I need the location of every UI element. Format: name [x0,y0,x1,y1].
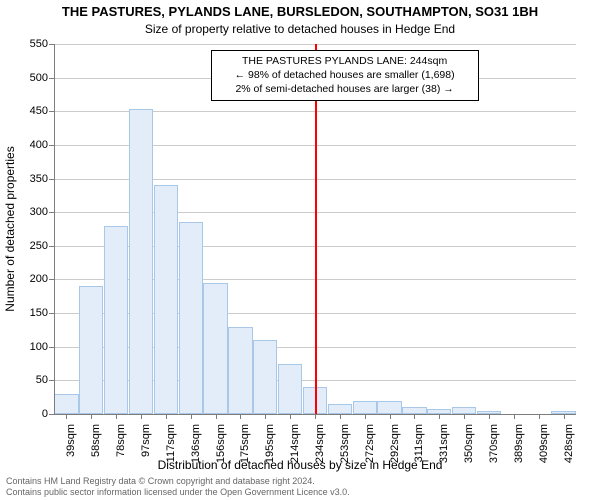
annotation-line-3: 2% of semi-detached houses are larger (3… [218,82,472,96]
histogram-bar [353,401,377,414]
ytick-label: 200 [30,273,48,285]
xtick-label: 311sqm [413,424,425,462]
histogram-bar [154,185,178,414]
annotation-box: THE PASTURES PYLANDS LANE: 244sqm← 98% o… [211,50,479,101]
plot-area: 05010015020025030035040045050055039sqm58… [54,44,576,414]
histogram-bar [104,226,128,414]
chart-title-main: THE PASTURES, PYLANDS LANE, BURSLEDON, S… [0,4,600,19]
histogram-bar [54,394,78,414]
ytick-label: 450 [30,105,48,117]
histogram-bar [203,283,227,414]
annotation-line-1: THE PASTURES PYLANDS LANE: 244sqm [218,54,472,68]
histogram-bar [278,364,302,414]
ytick-label: 0 [42,408,48,420]
histogram-bar [402,407,426,414]
histogram-bar [79,286,103,414]
chart-container: THE PASTURES, PYLANDS LANE, BURSLEDON, S… [0,0,600,500]
ytick-label: 550 [30,38,48,50]
ytick-label: 250 [30,240,48,252]
ytick-label: 300 [30,206,48,218]
y-axis-label: Number of detached properties [3,146,17,311]
ytick-label: 50 [36,374,48,386]
histogram-bar [452,407,476,414]
ytick-label: 150 [30,307,48,319]
ytick-label: 350 [30,173,48,185]
xtick-label: 58sqm [90,424,102,457]
x-axis-line [54,414,576,415]
footer-line-2: Contains public sector information licen… [6,487,350,499]
annotation-line-2: ← 98% of detached houses are smaller (1,… [218,68,472,82]
xtick-label: 97sqm [140,424,152,457]
ytick-label: 100 [30,341,48,353]
xtick-label: 39sqm [65,424,77,457]
ytick-label: 500 [30,72,48,84]
histogram-bar [328,404,352,414]
x-axis-label: Distribution of detached houses by size … [0,458,600,472]
ytick-label: 400 [30,139,48,151]
histogram-bar [377,401,401,414]
y-axis-line [54,44,55,414]
histogram-bar [179,222,203,414]
xtick-label: 78sqm [115,424,127,457]
chart-title-sub: Size of property relative to detached ho… [0,22,600,36]
footer-line-1: Contains HM Land Registry data © Crown c… [6,476,315,488]
histogram-bar [228,327,252,414]
histogram-bar [253,340,277,414]
histogram-bar [129,109,153,414]
xtick-label: 117sqm [165,424,177,462]
